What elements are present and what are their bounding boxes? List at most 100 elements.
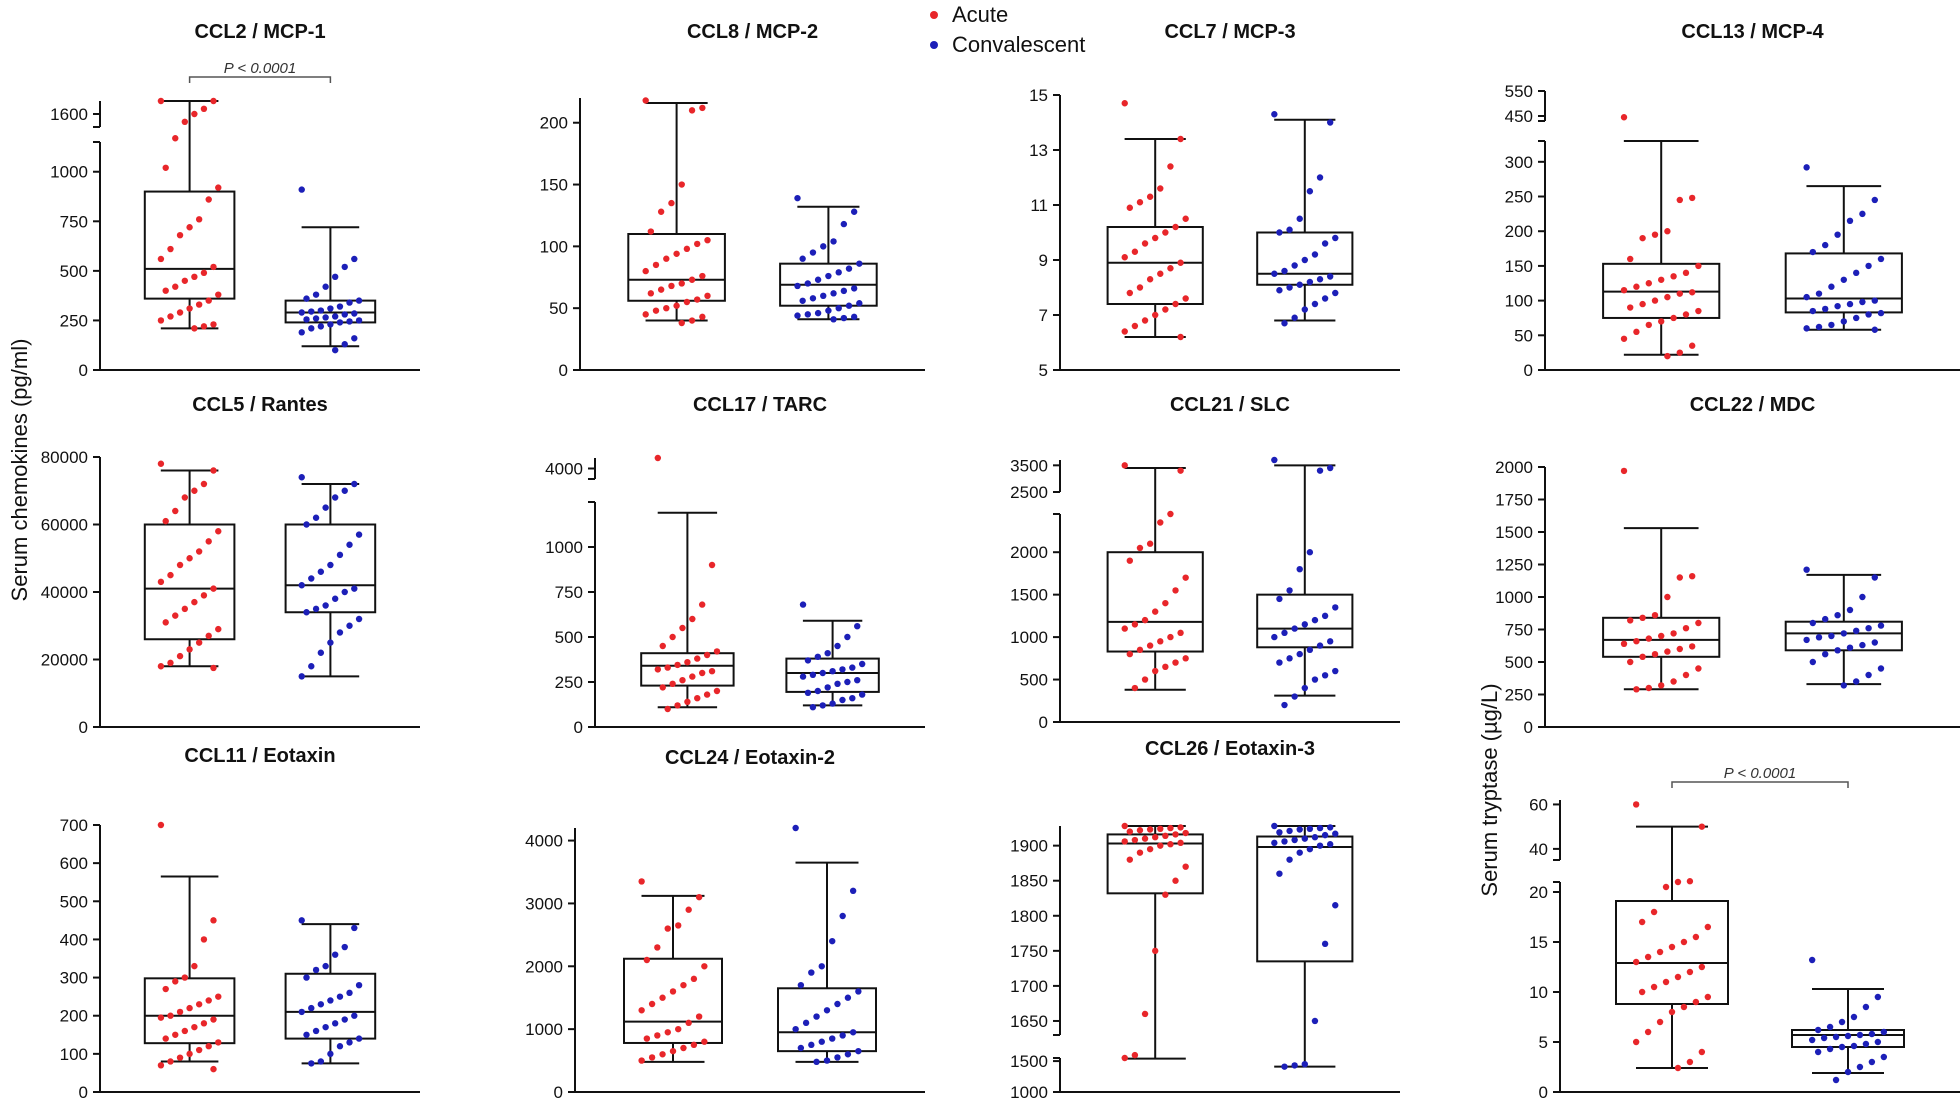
data-point-convalescent (355, 317, 363, 324)
data-point-convalescent (858, 691, 866, 698)
data-point-convalescent (1332, 289, 1339, 297)
data-point-acute (679, 677, 686, 684)
data-point-convalescent (298, 329, 305, 336)
data-point-acute (191, 273, 198, 281)
data-point-acute (181, 277, 189, 284)
data-point-acute (1632, 1038, 1640, 1046)
y-tick-label: 600 (60, 854, 88, 873)
data-point-convalescent (327, 997, 334, 1004)
y-tick-label: 9 (1039, 251, 1048, 270)
data-point-convalescent (1321, 612, 1329, 620)
data-point-acute (157, 317, 165, 324)
data-point-acute (1692, 933, 1700, 941)
data-point-convalescent (312, 1027, 320, 1035)
y-tick-label: 1850 (1010, 872, 1048, 891)
data-point-convalescent (850, 208, 858, 215)
data-point-convalescent (1271, 633, 1278, 641)
data-point-convalescent (1321, 831, 1329, 839)
data-point-convalescent (346, 541, 353, 548)
data-point-acute (1656, 1018, 1664, 1026)
data-point-convalescent (1846, 644, 1854, 651)
data-point-convalescent (298, 917, 305, 924)
data-point-acute (1126, 650, 1134, 658)
data-point-convalescent (1877, 309, 1885, 317)
y-tick-label: 3500 (1010, 456, 1048, 475)
data-point-acute (704, 292, 711, 300)
data-point-acute (642, 97, 649, 104)
data-point-convalescent (1332, 902, 1339, 909)
data-point-acute (1162, 663, 1169, 671)
data-point-convalescent (849, 887, 857, 895)
data-point-acute (1177, 333, 1184, 341)
y-tick-label: 1000 (1010, 1083, 1048, 1102)
data-point-acute (210, 585, 217, 592)
data-point-acute (215, 184, 222, 191)
data-point-acute (708, 668, 716, 675)
data-point-acute (1670, 678, 1677, 685)
data-point-convalescent (855, 988, 862, 995)
y-tick-label: 5 (1539, 1033, 1548, 1052)
data-point-convalescent (799, 255, 806, 262)
data-point-convalescent (327, 321, 334, 328)
data-point-convalescent (792, 824, 799, 832)
data-point-acute (157, 97, 165, 105)
data-point-acute (215, 993, 222, 1000)
data-point-acute (694, 695, 701, 702)
data-point-convalescent (1332, 604, 1339, 611)
box-convalescent (1256, 593, 1354, 649)
data-point-acute (172, 507, 179, 515)
data-point-convalescent (312, 966, 320, 974)
data-point-acute (1664, 293, 1671, 301)
y-tick-label: 450 (1505, 107, 1533, 126)
y-tick-label: 500 (60, 892, 88, 911)
data-point-convalescent (1868, 1058, 1876, 1066)
data-point-convalescent (839, 1032, 846, 1039)
data-point-convalescent (808, 969, 815, 976)
data-point-acute (1692, 998, 1700, 1006)
data-point-convalescent (804, 657, 812, 664)
data-point-convalescent (1862, 1040, 1870, 1048)
box-convalescent (1791, 1029, 1905, 1048)
data-point-acute (176, 309, 184, 316)
box-convalescent (785, 657, 880, 693)
data-point-acute (200, 1020, 208, 1027)
data-point-acute (1146, 540, 1154, 547)
data-point-convalescent (327, 305, 334, 312)
data-point-acute (1688, 194, 1696, 202)
data-point-acute (701, 963, 708, 970)
data-point-convalescent (856, 300, 863, 307)
data-point-acute (642, 267, 649, 275)
data-point-acute (654, 666, 662, 673)
data-point-acute (1680, 938, 1688, 946)
data-point-acute (1639, 653, 1646, 660)
data-point-convalescent (1865, 671, 1872, 679)
y-tick-label: 40000 (41, 583, 88, 602)
data-point-acute (664, 1029, 671, 1036)
data-point-acute (157, 1062, 165, 1069)
chart-panel-11: CCL26 / Eotaxin-3 1000 1500 1650 1700 1750 180… (1010, 738, 1400, 1102)
chart-title: CCL17 / TARC (693, 394, 827, 416)
data-point-convalescent (835, 304, 842, 312)
data-point-convalescent (355, 982, 363, 989)
data-point-acute (1645, 635, 1653, 642)
data-point-acute (652, 261, 660, 269)
data-point-convalescent (1332, 830, 1339, 837)
y-tick-label: 7 (1039, 306, 1048, 325)
data-point-acute (648, 1000, 656, 1008)
data-point-acute (215, 291, 222, 298)
data-point-acute (200, 480, 208, 488)
data-point-convalescent (1852, 314, 1860, 322)
legend-item-convalescent: Convalescent (930, 30, 1085, 60)
data-point-convalescent (351, 335, 358, 342)
data-point-convalescent (1271, 839, 1278, 847)
data-point-acute (683, 245, 691, 253)
chart-panel-2: CCL8 / MCP-2 0 50 100 150 200 (540, 21, 925, 380)
data-point-convalescent (844, 1051, 852, 1058)
data-point-acute (1704, 923, 1712, 931)
data-point-acute (1136, 827, 1144, 834)
data-point-acute (668, 282, 675, 290)
data-point-acute (1674, 878, 1682, 886)
data-point-convalescent (845, 302, 853, 309)
data-point-acute (176, 652, 184, 660)
data-point-acute (659, 684, 666, 691)
